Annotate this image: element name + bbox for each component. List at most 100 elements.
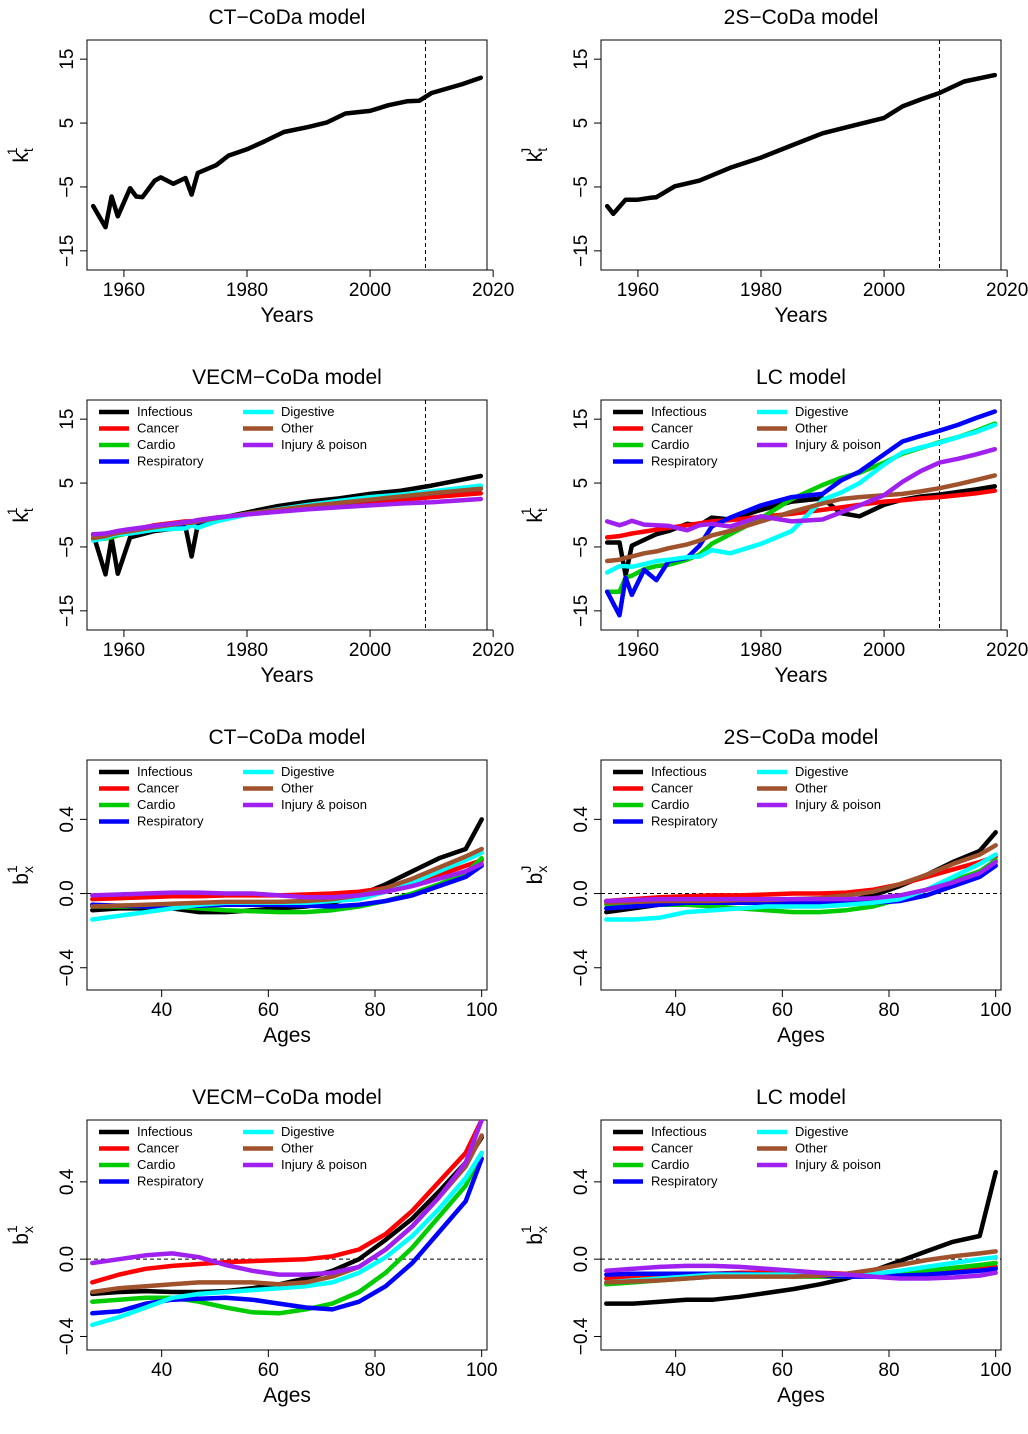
y-tick-label: 0.4 [571, 1168, 592, 1195]
series-group [90, 473, 484, 577]
legend-label: Cancer [651, 781, 694, 796]
y-axis-label-sub: t [534, 148, 550, 152]
panel-ct-coda-bx: CT−CoDa model 40 60 80 100 −0.4 0.0 0.4 Ages bx1 I… [4, 726, 498, 1047]
y-axis-label-sub: t [20, 508, 36, 512]
legend-label: Digestive [795, 764, 848, 779]
legend-label: Respiratory [137, 814, 204, 829]
other-line [604, 473, 998, 564]
y-axis-label-sup: 1 [518, 507, 534, 515]
y-axis-label-sup: 1 [4, 507, 20, 515]
legend-label: Digestive [281, 404, 334, 419]
series-group [604, 1169, 998, 1306]
y-tick-label: −0.4 [571, 1317, 592, 1355]
legend-label: Cancer [137, 421, 180, 436]
other-line [604, 1249, 998, 1285]
y-tick-label: 0.4 [571, 806, 592, 833]
x-tick-label: 2000 [349, 280, 391, 301]
x-tick-label: 2020 [472, 640, 514, 661]
x-tick-label: 1980 [226, 640, 268, 661]
y-axis-label-sub: x [20, 1226, 36, 1233]
y-axis-label-main: k [10, 152, 33, 163]
legend-label: Infectious [137, 1124, 193, 1139]
x-tick-label: 2020 [986, 640, 1028, 661]
legend-label: Respiratory [137, 1174, 204, 1189]
panel-vecm-coda-kt: VECM−CoDa model 1960 1980 2000 2020 −15 −5 5 15 Y… [4, 366, 514, 687]
legend-label: Other [795, 1141, 828, 1156]
x-tick-label: 1980 [740, 640, 782, 661]
chart-title: CT−CoDa model [209, 6, 366, 29]
chart-title: 2S−CoDa model [724, 6, 879, 29]
y-axis-label-main: k [10, 512, 33, 523]
legend-label: Injury & poison [795, 1157, 881, 1172]
injury-poison-line [90, 861, 484, 900]
y-axis-label-main: b [524, 1233, 547, 1245]
y-axis-label: ktJ [518, 148, 550, 163]
panel-2s-coda-kt: 2S−CoDa model 1960 1980 2000 2020 −15 −5 5 15 Yea… [518, 6, 1028, 327]
series-line [604, 72, 998, 217]
x-tick-label: 60 [772, 1000, 793, 1021]
chart-title: LC model [756, 1086, 846, 1109]
x-axis-label: Years [261, 664, 314, 687]
digestive-line [90, 1150, 484, 1328]
y-axis-label-main: k [524, 151, 547, 162]
x-tick-label: 40 [665, 1000, 686, 1021]
legend-label: Infectious [137, 764, 193, 779]
x-axis-label: Years [775, 304, 828, 327]
y-tick-label: 0.0 [571, 1246, 592, 1272]
x-tick-label: 100 [466, 1360, 498, 1381]
y-tick-label: 0.0 [57, 1246, 78, 1272]
series-group [604, 830, 998, 922]
y-axis-label-sub: t [20, 148, 36, 152]
y-axis-label-sub: x [20, 866, 36, 873]
x-tick-label: 2020 [472, 280, 514, 301]
y-tick-label: −15 [571, 595, 592, 627]
x-tick-label: 2020 [986, 280, 1028, 301]
legend-label: Cardio [651, 437, 689, 452]
legend-label: Cancer [651, 421, 694, 436]
y-tick-label: 0.0 [57, 880, 78, 906]
series-group [604, 72, 998, 217]
legend-label: Infectious [137, 404, 193, 419]
x-tick-label: 40 [151, 1360, 172, 1381]
legend-label: Injury & poison [281, 1157, 367, 1172]
y-axis-label-sup: 1 [518, 1225, 534, 1233]
legend-label: Infectious [651, 1124, 707, 1139]
x-tick-label: 1980 [226, 280, 268, 301]
y-tick-label: −0.4 [57, 1317, 78, 1355]
y-axis-label: bx1 [4, 1225, 36, 1245]
y-axis-label-main: b [524, 873, 547, 885]
chart-title: VECM−CoDa model [192, 1086, 382, 1109]
injury-poison-line [604, 446, 998, 533]
x-axis-label: Ages [777, 1384, 825, 1407]
x-tick-label: 40 [665, 1360, 686, 1381]
respiratory-line [604, 409, 998, 618]
y-axis-label-sup: 1 [4, 1225, 20, 1233]
series-group [90, 75, 484, 230]
legend-label: Other [281, 781, 314, 796]
legend-label: Injury & poison [795, 797, 881, 812]
injury-poison-line [604, 1263, 998, 1281]
legend-label: Respiratory [651, 1174, 718, 1189]
y-axis-label-sub: x [534, 866, 550, 873]
x-tick-label: 80 [878, 1000, 899, 1021]
injury-poison-line [90, 1120, 484, 1277]
panel-2s-coda-bx: 2S−CoDa model 40 60 80 100 −0.4 0.0 0.4 Ages bxJ I… [518, 726, 1012, 1047]
x-tick-label: 100 [980, 1360, 1012, 1381]
legend-label: Cardio [651, 1157, 689, 1172]
legend-label: Respiratory [651, 814, 718, 829]
legend-label: Other [281, 1141, 314, 1156]
chart-title: VECM−CoDa model [192, 366, 382, 389]
cardio-line [90, 1150, 484, 1316]
legend-label: Infectious [651, 404, 707, 419]
cancer-line [90, 1120, 484, 1285]
x-tick-label: 80 [878, 1360, 899, 1381]
x-tick-label: 1960 [617, 280, 659, 301]
y-axis-label-sup: 1 [4, 147, 20, 155]
x-tick-label: 2000 [349, 640, 391, 661]
injury-poison-line [604, 859, 998, 904]
respiratory-line [604, 863, 998, 911]
x-axis-label: Ages [263, 1024, 311, 1047]
x-tick-label: 1960 [617, 640, 659, 661]
series-group [604, 409, 998, 618]
